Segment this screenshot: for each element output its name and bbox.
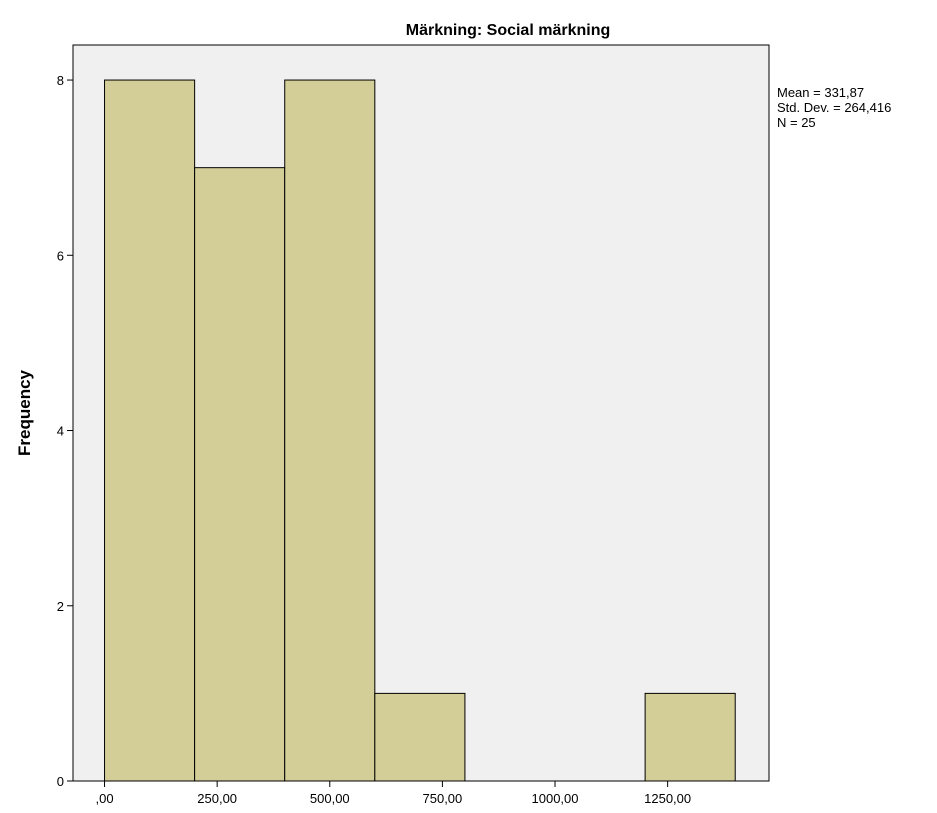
histogram-bar [374,692,466,782]
histogram-bar [104,79,196,782]
histogram-bar [644,692,736,782]
y-tick-label: 0 [57,774,64,789]
stats-std-dev: Std. Dev. = 264,416 [777,100,891,115]
y-tick-label: 6 [57,248,64,263]
histogram-bar [284,79,376,782]
y-tick-label: 4 [57,424,64,439]
stats-box: Mean = 331,87 Std. Dev. = 264,416 N = 25 [777,85,891,130]
y-tick-label: 2 [57,599,64,614]
bars-group [104,79,736,782]
x-tick-label: 1000,00 [532,791,579,806]
histogram-bar [194,167,286,782]
x-tick-label: 250,00 [197,791,237,806]
x-tick-label: 500,00 [310,791,350,806]
stats-mean: Mean = 331,87 [777,85,864,100]
y-axis: 0 2 4 6 8 [57,73,73,789]
stats-n: N = 25 [777,115,816,130]
x-axis: ,00 250,00 500,00 750,00 1000,00 1250,00 [95,781,691,806]
x-tick-label: ,00 [95,791,113,806]
x-tick-label: 1250,00 [644,791,691,806]
x-tick-label: 750,00 [423,791,463,806]
y-axis-label: Frequency [15,369,34,456]
y-tick-label: 8 [57,73,64,88]
chart-title: Märkning: Social märkning [406,22,610,39]
